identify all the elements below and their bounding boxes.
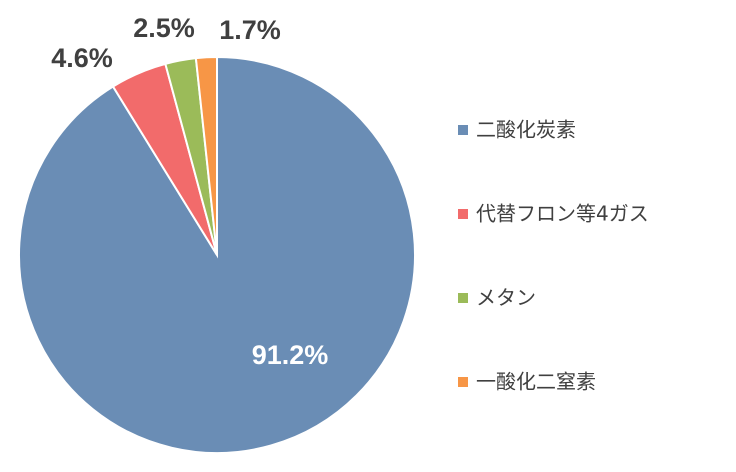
legend-swatch: [458, 125, 468, 135]
legend-label: メタン: [476, 286, 536, 310]
data-label: 4.6%: [51, 43, 113, 73]
legend-swatch: [458, 377, 468, 387]
data-label: 1.7%: [219, 15, 281, 45]
data-label: 91.2%: [252, 340, 329, 370]
legend-swatch: [458, 293, 468, 303]
legend-label: 二酸化炭素: [476, 118, 576, 142]
legend-label: 代替フロン等4ガス: [476, 202, 649, 226]
legend-swatch: [458, 209, 468, 219]
legend-label: 一酸化二窒素: [476, 370, 596, 394]
data-label: 2.5%: [133, 13, 195, 43]
pie-slice: [194, 55, 218, 256]
